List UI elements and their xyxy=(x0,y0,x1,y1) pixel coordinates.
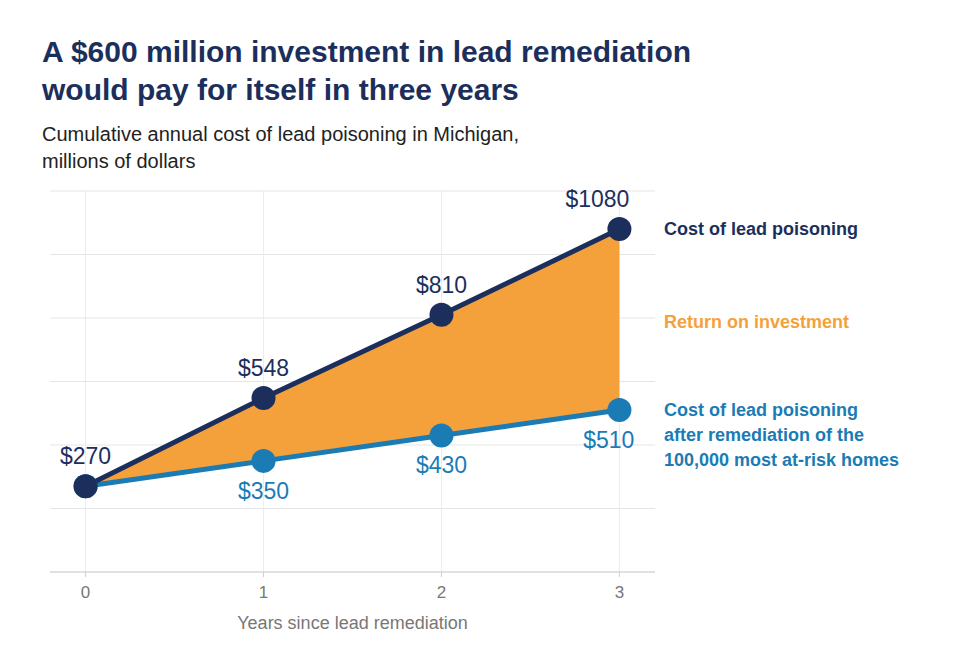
x-grid-line xyxy=(85,191,86,572)
point xyxy=(607,217,631,241)
point xyxy=(74,474,98,498)
y-grid-line xyxy=(50,191,655,192)
x-tick-label: 1 xyxy=(259,583,268,602)
y-grid-line xyxy=(50,508,655,509)
data-label: $270 xyxy=(60,443,111,469)
text-line: Cost of lead poisoning xyxy=(664,219,858,239)
text-line: millions of dollars xyxy=(42,150,195,172)
x-tick xyxy=(619,572,620,577)
text-line: would pay for itself in three years xyxy=(41,73,519,106)
series-label: Cost of lead poisoning after remediation … xyxy=(664,400,899,470)
x-grid-line xyxy=(263,191,264,572)
series-line xyxy=(86,229,620,486)
x-tick-label: 2 xyxy=(437,583,446,602)
return-area xyxy=(86,229,620,486)
point xyxy=(429,303,453,327)
x-tick xyxy=(263,572,264,577)
chart: A $600 million investment in lead remedi… xyxy=(0,0,968,656)
point xyxy=(252,386,276,410)
subtitle: Cumulative annual cost of lead poisoning… xyxy=(42,123,519,172)
data-label: $350 xyxy=(238,478,289,504)
data-label: $548 xyxy=(238,355,289,381)
x-tick-label: 3 xyxy=(615,583,624,602)
title: A $600 million investment in lead remedi… xyxy=(41,35,691,106)
data-label: $510 xyxy=(583,427,634,453)
text-line: 100,000 most at-risk homes xyxy=(664,450,899,470)
y-grid-line xyxy=(50,572,655,573)
text-line: Cost of lead poisoning xyxy=(664,400,858,420)
x-axis-line xyxy=(50,572,655,573)
text-line: Cumulative annual cost of lead poisoning… xyxy=(42,123,519,145)
data-label: $1080 xyxy=(565,186,629,212)
data-label: $430 xyxy=(416,452,467,478)
point xyxy=(252,449,276,473)
plot-area xyxy=(74,217,632,498)
data-label: $810 xyxy=(416,272,467,298)
x-tick xyxy=(85,572,86,577)
point xyxy=(74,474,98,498)
x-tick-label: 0 xyxy=(81,583,90,602)
text-line: after remediation of the xyxy=(664,425,864,445)
x-axis-label: Years since lead remediation xyxy=(237,613,467,633)
annotation: Return on investment xyxy=(664,312,849,332)
point xyxy=(607,398,631,422)
text-line: A $600 million investment in lead remedi… xyxy=(42,35,691,68)
point xyxy=(429,423,453,447)
series-label: Cost of lead poisoning xyxy=(664,219,858,239)
x-tick xyxy=(441,572,442,577)
grid xyxy=(50,191,655,572)
